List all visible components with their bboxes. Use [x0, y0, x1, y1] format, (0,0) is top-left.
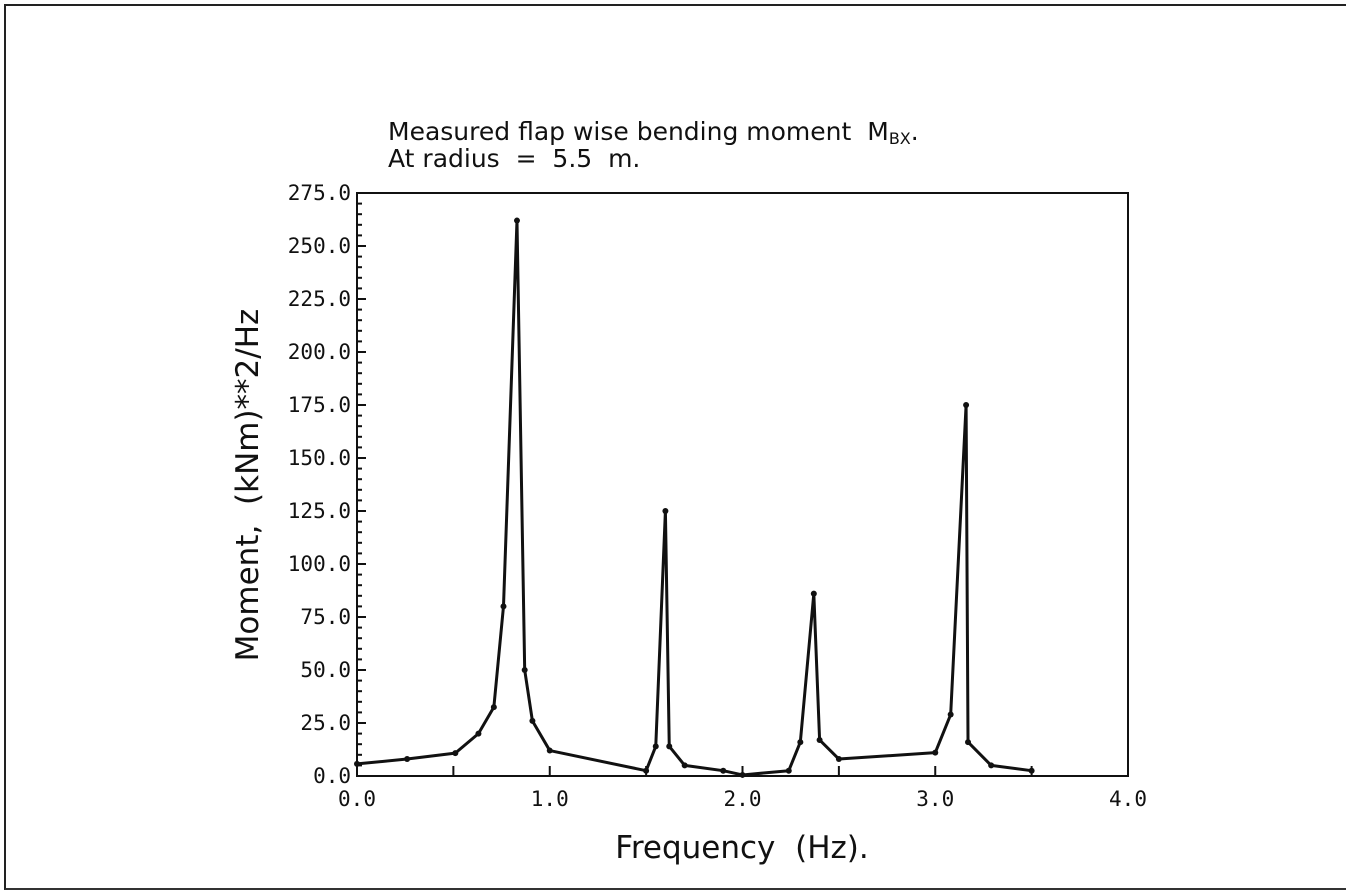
- y-tick-label: 275.0: [288, 181, 351, 205]
- data-point: [529, 717, 536, 724]
- data-point: [652, 743, 659, 750]
- data-point: [513, 217, 520, 224]
- x-tick-label: 3.0: [916, 787, 954, 811]
- data-point: [963, 402, 970, 408]
- data-point: [681, 762, 688, 769]
- data-point: [475, 730, 482, 737]
- data-point: [797, 739, 804, 746]
- data-point: [490, 704, 497, 711]
- data-point: [452, 750, 459, 757]
- plot-area-frame: [356, 192, 1129, 777]
- y-tick-label: 150.0: [288, 446, 351, 470]
- data-point: [521, 667, 528, 673]
- data-point: [720, 767, 727, 774]
- y-tick-label: 0.0: [313, 764, 351, 788]
- x-tick-label: 0.0: [338, 787, 376, 811]
- y-tick-label: 50.0: [300, 658, 351, 682]
- data-point: [810, 590, 817, 597]
- data-point: [785, 767, 792, 774]
- data-point: [662, 508, 669, 514]
- data-point: [739, 771, 746, 778]
- chart-title-line1: Measured flap wise bending moment MBX.: [388, 117, 919, 148]
- y-tick-label: 100.0: [288, 552, 351, 576]
- data-point: [947, 711, 954, 718]
- data-point: [835, 756, 842, 763]
- y-tick-label: 75.0: [300, 605, 351, 629]
- page-border: [4, 4, 1346, 890]
- y-tick-label: 200.0: [288, 340, 351, 364]
- x-tick-label: 1.0: [531, 787, 569, 811]
- y-tick-label: 175.0: [288, 393, 351, 417]
- chart-title-line2: At radius = 5.5 m.: [388, 144, 640, 173]
- data-point: [500, 603, 507, 610]
- data-point: [1028, 767, 1035, 774]
- y-tick-label: 250.0: [288, 234, 351, 258]
- series-line: [356, 219, 1032, 777]
- data-point: [666, 743, 673, 750]
- data-point: [404, 756, 411, 763]
- y-tick-label: 225.0: [288, 287, 351, 311]
- data-point: [354, 760, 360, 767]
- x-axis-label: Frequency (Hz).: [615, 830, 868, 866]
- data-point: [546, 747, 553, 754]
- data-point: [816, 736, 823, 743]
- data-point: [988, 762, 995, 769]
- y-tick-label: 25.0: [300, 711, 351, 735]
- y-axis-label: Moment, (kNm)**2/Hz: [230, 309, 266, 662]
- y-tick-label: 125.0: [288, 499, 351, 523]
- x-tick-label: 2.0: [724, 787, 762, 811]
- data-point: [932, 749, 939, 756]
- x-tick-label: 4.0: [1109, 787, 1147, 811]
- data-point: [965, 739, 972, 746]
- data-point: [643, 767, 650, 774]
